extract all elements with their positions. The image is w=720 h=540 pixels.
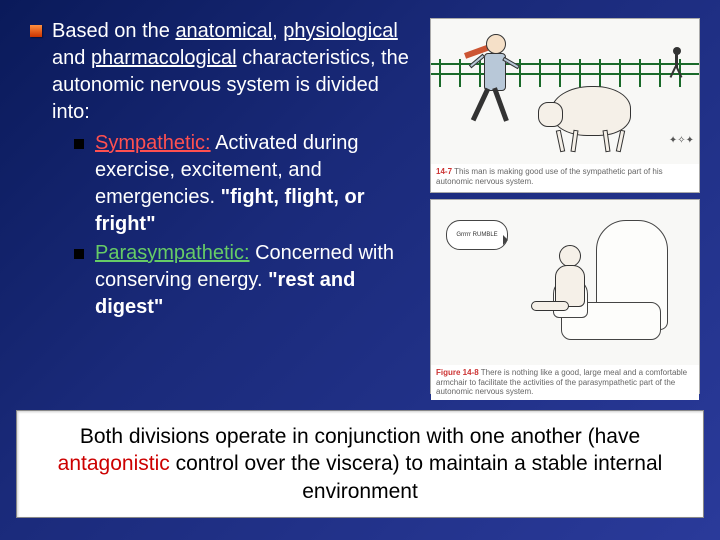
- summary-text-2: control over the viscera) to maintain a …: [170, 452, 663, 502]
- sub-list: Sympathetic: Activated during exercise, …: [74, 130, 422, 321]
- intro-text: Based on the anatomical, physiological a…: [52, 18, 422, 323]
- fig1-number: 14-7: [436, 167, 452, 176]
- chaser-icon: [667, 47, 687, 82]
- bull-icon: [536, 74, 656, 154]
- figure-sympathetic-caption: 14-7 This man is making good use of the …: [431, 164, 699, 189]
- figure-sympathetic: ✦✧✦ 14-7 This man is making good use of …: [430, 18, 700, 193]
- figure-parasympathetic-art: Grrrrr RUMBLE: [431, 200, 699, 365]
- sub-item-parasympathetic: Parasympathetic: Concerned with conservi…: [74, 240, 422, 321]
- intro-mid2: and: [52, 47, 91, 69]
- intro-physiological: physiological: [283, 20, 398, 42]
- fig2-number: Figure 14-8: [436, 368, 479, 377]
- dust-icon: ✦✧✦: [669, 135, 694, 146]
- intro-prefix: Based on the: [52, 20, 175, 42]
- figure-sympathetic-art: ✦✧✦: [431, 19, 699, 164]
- figure-parasympathetic: Grrrrr RUMBLE Figure 14-8 There is nothi…: [430, 199, 700, 394]
- sub-text: Parasympathetic: Concerned with conservi…: [95, 240, 422, 321]
- sympathetic-label: Sympathetic:: [95, 132, 211, 154]
- sub-item-sympathetic: Sympathetic: Activated during exercise, …: [74, 130, 422, 238]
- figure-parasympathetic-caption: Figure 14-8 There is nothing like a good…: [431, 365, 699, 400]
- speech-bubble: Grrrrr RUMBLE: [446, 220, 508, 250]
- intro-pharmacological: pharmacological: [91, 47, 237, 69]
- fig1-text: This man is making good use of the sympa…: [436, 167, 663, 186]
- running-man-icon: [456, 29, 526, 139]
- bullet-icon: [30, 25, 42, 37]
- summary-antagonistic: antagonistic: [58, 452, 170, 475]
- intro-anatomical: anatomical: [175, 20, 272, 42]
- intro-mid1: ,: [272, 20, 283, 42]
- image-column: ✦✧✦ 14-7 This man is making good use of …: [430, 18, 710, 394]
- sub-text: Sympathetic: Activated during exercise, …: [95, 130, 422, 238]
- sub-bullet-icon: [74, 249, 84, 259]
- text-column: Based on the anatomical, physiological a…: [30, 18, 430, 394]
- main-content: Based on the anatomical, physiological a…: [0, 0, 720, 404]
- summary-text-1: Both divisions operate in conjunction wi…: [80, 425, 640, 448]
- sub-bullet-icon: [74, 139, 84, 149]
- main-bullet: Based on the anatomical, physiological a…: [30, 18, 422, 323]
- summary-box: Both divisions operate in conjunction wi…: [16, 410, 704, 518]
- parasympathetic-label: Parasympathetic:: [95, 242, 250, 264]
